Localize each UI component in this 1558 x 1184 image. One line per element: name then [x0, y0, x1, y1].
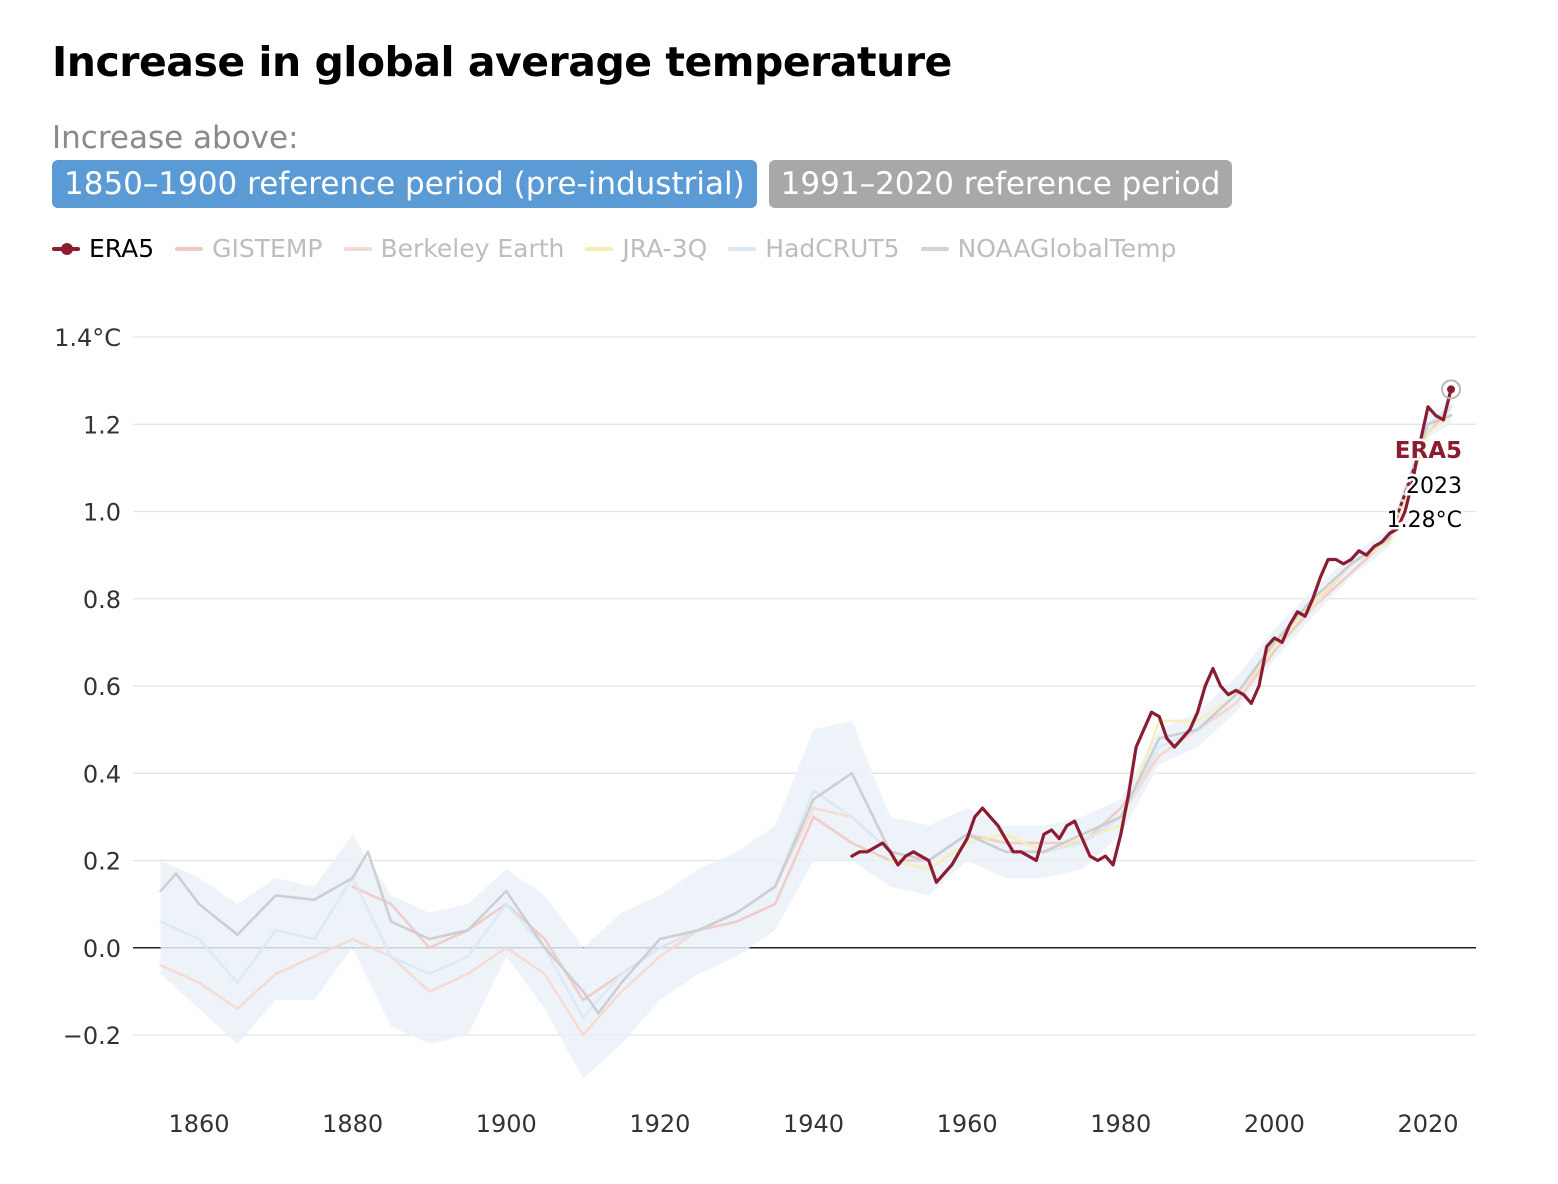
- series-line-berkeley-earth[interactable]: [159, 405, 1453, 1037]
- reference-period-toggle: 1850–1900 reference period (pre-industri…: [52, 160, 1233, 208]
- x-tick-label: 1960: [937, 1110, 998, 1138]
- x-tick-label: 2000: [1244, 1110, 1305, 1138]
- x-tick-label: 1900: [476, 1110, 537, 1138]
- chart-legend: ERA5 GISTEMP Berkeley Earth JRA-3Q HadCR…: [52, 234, 1197, 263]
- tooltip-connector: [1393, 448, 1423, 522]
- reference-period-label: Increase above:: [52, 120, 299, 156]
- legend-swatch-berkeley-earth: [343, 246, 372, 251]
- toggle-1991-2020-reference[interactable]: 1991–2020 reference period: [768, 160, 1233, 208]
- y-tick-label: 0.2: [83, 848, 121, 876]
- x-tick-label: 1880: [322, 1110, 383, 1138]
- series-line-era5[interactable]: [850, 387, 1453, 884]
- y-tick-label: −0.2: [63, 1022, 121, 1050]
- y-tick-label: 0.0: [83, 935, 121, 963]
- legend-item-noaaglobaltemp[interactable]: NOAAGlobalTemp: [920, 234, 1177, 263]
- y-tick-label: 1.2: [83, 411, 121, 439]
- legend-label: Berkeley Earth: [380, 234, 565, 263]
- y-tick-label: 0.6: [83, 673, 121, 701]
- legend-swatch-era5: [52, 242, 80, 255]
- legend-label: HadCRUT5: [765, 234, 900, 263]
- y-tick-label: 1.4°C: [54, 324, 121, 352]
- x-tick-label: 2020: [1397, 1110, 1458, 1138]
- legend-item-era5[interactable]: ERA5: [52, 234, 154, 263]
- chart-title: Increase in global average temperature: [52, 38, 952, 86]
- tooltip-value: 1.28°C: [1387, 508, 1462, 533]
- x-tick-label: 1940: [783, 1110, 844, 1138]
- legend-item-jra-3q[interactable]: JRA-3Q: [585, 234, 707, 263]
- legend-swatch-jra-3q: [585, 246, 614, 251]
- series-line-gistemp[interactable]: [351, 405, 1453, 1002]
- tooltip-series-name: ERA5: [1395, 438, 1462, 464]
- highlight-point-ring[interactable]: [1441, 379, 1462, 400]
- y-tick-label: 0.8: [83, 586, 121, 614]
- toggle-preindustrial-reference[interactable]: 1850–1900 reference period (pre-industri…: [52, 160, 757, 208]
- axis-labels: −0.2 0.0 0.2 0.4 0.6 0.8 1.0 1.2 1.4°C 1860 1880 19…: [54, 324, 1458, 1138]
- legend-label: JRA-3Q: [622, 234, 708, 263]
- legend-item-hadcrut5[interactable]: HadCRUT5: [728, 234, 900, 263]
- legend-label: NOAAGlobalTemp: [957, 234, 1177, 263]
- series-lines: [159, 387, 1453, 1037]
- y-tick-label: 1.0: [83, 499, 121, 527]
- legend-label: GISTEMP: [212, 234, 323, 263]
- uncertainty-band: [160, 398, 1452, 1079]
- legend-label: ERA5: [89, 234, 155, 263]
- y-tick-label: 0.4: [83, 760, 121, 788]
- series-line-noaaglobaltemp[interactable]: [159, 414, 1453, 1015]
- uncertainty-band-layer: [160, 398, 1452, 1079]
- legend-swatch-hadcrut5: [728, 246, 757, 251]
- highlight-point[interactable]: [1447, 385, 1456, 394]
- legend-item-berkeley-earth[interactable]: Berkeley Earth: [343, 234, 565, 263]
- legend-item-gistemp[interactable]: GISTEMP: [175, 234, 323, 263]
- series-line-jra-3q[interactable]: [888, 414, 1453, 871]
- legend-swatch-gistemp: [175, 246, 204, 251]
- tooltip-layer: ERA5 2023 1.28°C: [1384, 379, 1465, 536]
- legend-swatch-noaaglobaltemp: [920, 246, 949, 251]
- x-tick-label: 1920: [629, 1110, 690, 1138]
- x-tick-label: 1860: [168, 1110, 229, 1138]
- tooltip-year: 2023: [1406, 474, 1462, 499]
- x-tick-label: 1980: [1090, 1110, 1151, 1138]
